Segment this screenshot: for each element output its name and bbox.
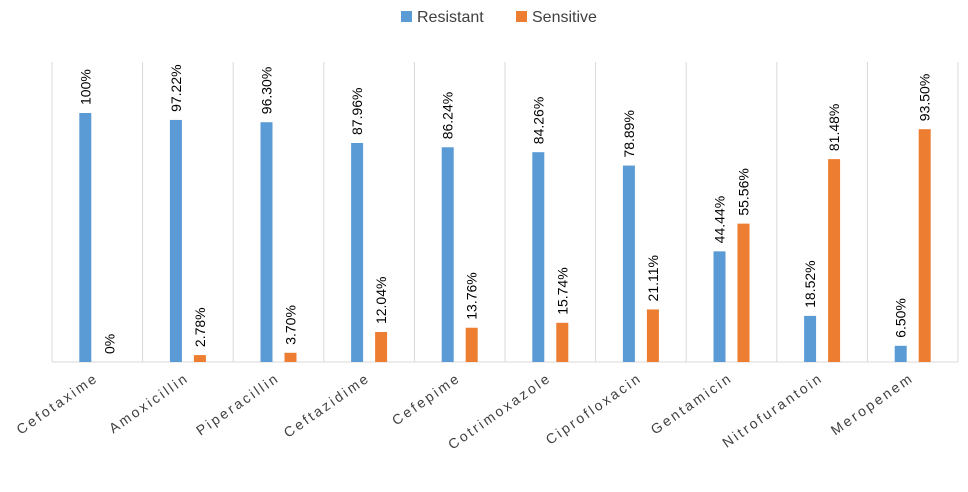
category-label-piperacillin: Piperacillin bbox=[193, 369, 282, 438]
bar-sensitive-nitrofurantoin bbox=[828, 159, 841, 362]
value-label-resistant-cefotaxime: 100% bbox=[77, 69, 93, 105]
value-label-resistant-piperacillin: 96.30% bbox=[259, 67, 275, 114]
bar-sensitive-piperacillin bbox=[284, 352, 297, 362]
value-labels: 100% 0% 97.22% 2.78% 96.30% 3.70% 87.96% 12.04%… bbox=[77, 64, 932, 354]
category-label-amoxicillin: Amoxicillin bbox=[106, 369, 192, 436]
value-label-resistant-gentamicin: 44.44% bbox=[712, 196, 728, 243]
legend-label-sensitive: Sensitive bbox=[532, 9, 597, 26]
value-label-sensitive-ciprofloxacin: 21.11% bbox=[645, 255, 661, 301]
bar-resistant-ciprofloxacin bbox=[622, 165, 635, 362]
category-label-ciprofloxacin: Ciprofloxacin bbox=[543, 369, 645, 447]
bar-resistant-gentamicin bbox=[713, 251, 726, 362]
bar-sensitive-cotrimoxazole bbox=[556, 322, 569, 362]
value-label-sensitive-amoxicillin: 2.78% bbox=[192, 307, 208, 347]
bar-resistant-cefepime bbox=[441, 147, 454, 362]
value-label-sensitive-cefotaxime: 0% bbox=[101, 334, 117, 354]
legend: Resistant Sensitive bbox=[401, 9, 597, 26]
bar-sensitive-ciprofloxacin bbox=[646, 309, 659, 362]
bar-resistant-ceftazidime bbox=[351, 142, 364, 362]
legend-swatch-resistant bbox=[401, 11, 412, 22]
category-gridlines bbox=[51, 62, 959, 362]
bar-resistant-cotrimoxazole bbox=[532, 152, 545, 362]
bars bbox=[79, 113, 931, 362]
bar-sensitive-ceftazidime bbox=[375, 332, 388, 362]
bar-sensitive-gentamicin bbox=[737, 223, 750, 362]
bar-resistant-amoxicillin bbox=[169, 119, 182, 362]
bar-resistant-cefotaxime bbox=[79, 113, 92, 362]
legend-swatch-sensitive bbox=[516, 11, 527, 22]
bar-sensitive-meropenem bbox=[918, 129, 931, 362]
category-label-nitrofurantoin: Nitrofurantoin bbox=[719, 369, 826, 450]
value-label-sensitive-piperacillin: 3.70% bbox=[283, 305, 299, 345]
bar-sensitive-cefepime bbox=[465, 327, 478, 362]
category-label-cefotaxime: Cefotaxime bbox=[13, 369, 101, 437]
value-label-sensitive-nitrofurantoin: 81.48% bbox=[826, 104, 842, 151]
category-label-meropenem: Meropenem bbox=[828, 369, 917, 438]
bar-sensitive-amoxicillin bbox=[193, 355, 206, 362]
bar-resistant-nitrofurantoin bbox=[804, 315, 817, 362]
value-label-sensitive-cefepime: 13.76% bbox=[464, 272, 480, 319]
bar-resistant-meropenem bbox=[894, 345, 907, 362]
bar-resistant-piperacillin bbox=[260, 122, 273, 362]
value-label-resistant-nitrofurantoin: 18.52% bbox=[802, 260, 818, 307]
value-label-resistant-cotrimoxazole: 84.26% bbox=[530, 97, 546, 144]
value-label-sensitive-gentamicin: 55.56% bbox=[736, 168, 752, 215]
value-label-resistant-amoxicillin: 97.22% bbox=[168, 64, 184, 111]
value-label-resistant-meropenem: 6.50% bbox=[893, 298, 909, 338]
category-label-cefepime: Cefepime bbox=[389, 369, 464, 428]
legend-label-resistant: Resistant bbox=[417, 9, 484, 26]
value-label-resistant-ciprofloxacin: 78.89% bbox=[621, 110, 637, 157]
value-label-resistant-ceftazidime: 87.96% bbox=[349, 87, 365, 134]
category-label-ceftazidime: Ceftazidime bbox=[281, 369, 373, 440]
value-label-resistant-cefepime: 86.24% bbox=[440, 92, 456, 139]
category-label-gentamicin: Gentamicin bbox=[648, 369, 736, 437]
value-label-sensitive-cotrimoxazole: 15.74% bbox=[554, 267, 570, 314]
value-label-sensitive-ceftazidime: 12.04% bbox=[373, 277, 389, 324]
category-labels: Cefotaxime Amoxicillin PiperacillinCeftazi… bbox=[13, 369, 916, 452]
value-label-sensitive-meropenem: 93.50% bbox=[917, 74, 933, 121]
